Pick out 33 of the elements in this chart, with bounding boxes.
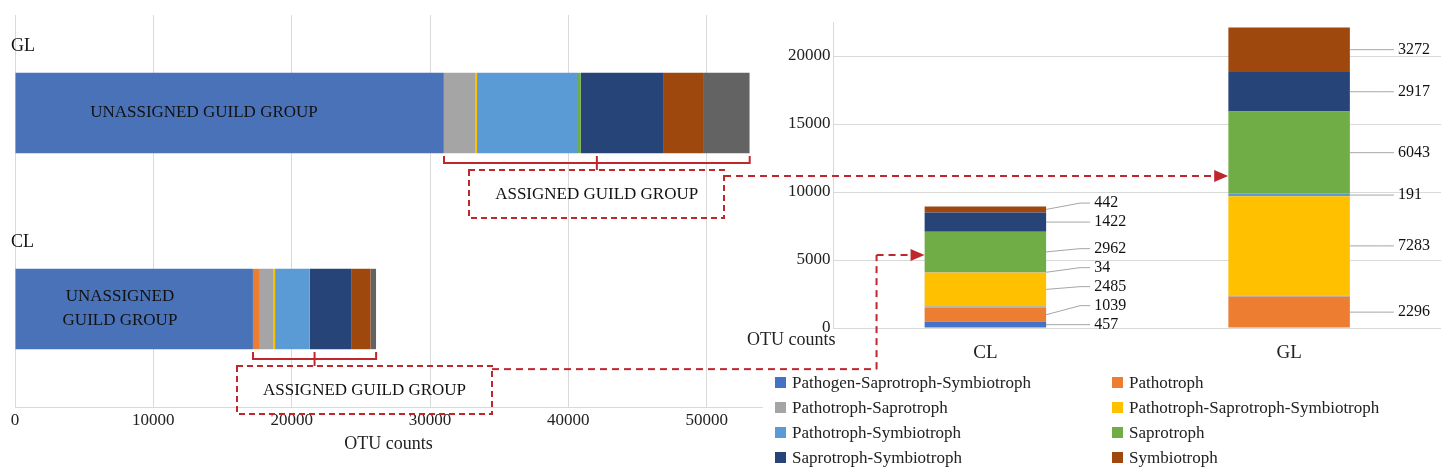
data-label: 2296	[1397, 302, 1430, 320]
data-label: 6043	[1397, 142, 1430, 160]
x-tick-label: 50000	[685, 409, 728, 429]
annotation: UNASSIGNED GUILD GROUP	[62, 286, 178, 330]
x-tick-label: 10000	[132, 409, 175, 429]
y-tick-label: 10000	[788, 181, 831, 201]
y-tick-label: 5000	[796, 249, 831, 269]
legend-label: Pathogen-Saprotroph-Symbiotroph	[791, 372, 1032, 394]
data-label: 2485	[1094, 276, 1127, 294]
legend-label: Symbiotroph	[1128, 447, 1219, 467]
data-label: 442	[1094, 193, 1119, 211]
data-label: 2962	[1094, 238, 1127, 256]
data-label: 457	[1094, 314, 1119, 332]
legend-label: Pathotroph-Saprotroph-Symbiotroph	[1128, 397, 1381, 419]
legend-label: Saprotroph-Symbiotroph	[791, 447, 963, 467]
data-label: 7283	[1397, 236, 1430, 254]
data-label: 1039	[1094, 295, 1127, 313]
data-label: 34	[1094, 257, 1111, 275]
y-tick-label: 15000	[788, 113, 831, 133]
annotation: ASSIGNED GUILD GROUP	[263, 380, 467, 401]
annotation: UNASSIGNED GUILD GROUP	[90, 102, 318, 122]
data-label: 2917	[1397, 81, 1430, 99]
annotation: ASSIGNED GUILD GROUP	[495, 184, 699, 205]
legend-label: Pathotroph-Saprotroph	[791, 397, 949, 419]
data-label: 3272	[1397, 39, 1430, 57]
x-axis-title: OTU counts	[344, 432, 433, 453]
x-tick-label: 40000	[547, 409, 590, 429]
data-label: 1422	[1094, 212, 1127, 230]
data-label: 191	[1397, 185, 1422, 203]
legend-label: Saprotroph	[1128, 422, 1206, 444]
y-tick-label: 20000	[788, 45, 831, 65]
legend-label: Pathotroph-Symbiotroph	[791, 422, 963, 444]
legend-label: Pathotroph	[1128, 372, 1205, 394]
